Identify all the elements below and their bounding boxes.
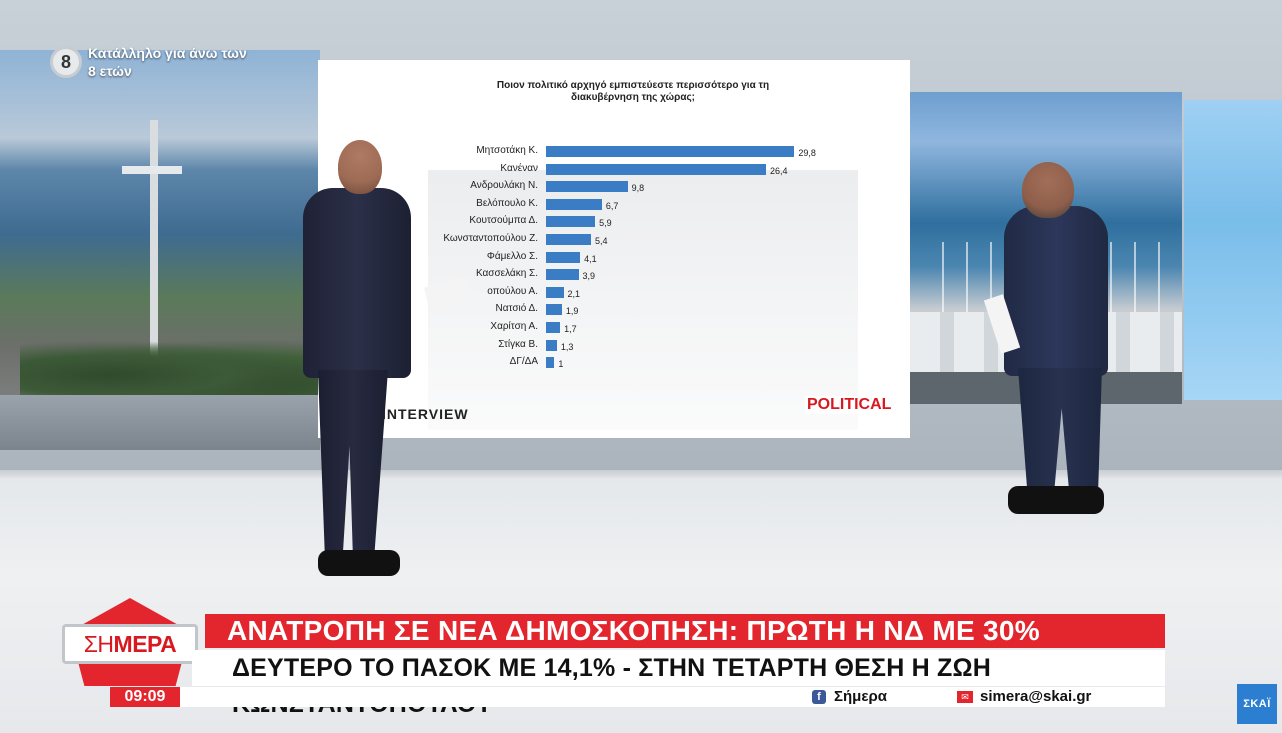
video-panel-harbor-left: [0, 50, 320, 450]
info-bar: [110, 687, 1165, 707]
bar-label: Βελόπουλο Κ.: [476, 197, 538, 209]
bar-label: Κωνσταντοπούλου Ζ.: [443, 233, 538, 244]
show-logo-text: ΣΗΜΕΡΑ: [62, 624, 198, 664]
bar-value-label: 5,4: [595, 236, 608, 246]
bar: [546, 181, 628, 193]
bar: [546, 234, 591, 245]
bar-label: ΔΓ/ΔΑ: [509, 356, 538, 368]
channel-logo: ΣΚΑΪ: [1237, 684, 1277, 724]
bar: [546, 198, 602, 210]
bar: [546, 269, 579, 281]
presenter-right-shoes: [1008, 486, 1104, 514]
chart-background-building: [428, 170, 858, 430]
bar-value-label: 29,8: [798, 148, 816, 158]
show-logo: ΣΗΜΕΡΑ: [62, 598, 198, 686]
bar-value-label: 9,8: [631, 183, 645, 194]
bar: [546, 304, 562, 316]
clock: 09:09: [110, 687, 180, 707]
presenter-right-head: [1022, 162, 1074, 218]
video-panel-chart: [318, 60, 910, 438]
light-pole: [150, 120, 158, 450]
age-rating-text: Κατάλληλο για άνω των 8 ετών: [88, 45, 247, 79]
bar: [546, 339, 557, 351]
bar-value-label: 4,1: [584, 253, 597, 264]
port-area: [0, 395, 320, 450]
news-subline: ΔΕΥΤΕΡΟ ΤΟ ΠΑΣΟΚ ΜΕ 14,1% - ΣΤΗΝ ΤΕΤΑΡΤΗ…: [192, 650, 1165, 718]
bar-label: Μητσοτάκη Κ.: [476, 145, 538, 156]
show-logo-part-1: ΣΗ: [83, 631, 114, 657]
bar-label: Κανέναν: [500, 162, 538, 174]
bar-value-label: 3,9: [582, 271, 596, 282]
video-panel-edge: [1184, 100, 1282, 400]
bar-value-label: 1: [558, 359, 564, 370]
bar-value-label: 2,1: [567, 288, 581, 299]
presenter-right-body: [1004, 206, 1108, 376]
bar-label: Φάμελλο Σ.: [486, 250, 538, 262]
news-headline: ΑΝΑΤΡΟΠΗ ΣΕ ΝΕΑ ΔΗΜΟΣΚΟΠΗΣΗ: ΠΡΩΤΗ Η ΝΔ …: [205, 614, 1165, 648]
bar-label: Νατσιό Δ.: [495, 303, 538, 315]
email-icon: ✉: [957, 691, 973, 703]
bar-value-label: 5,9: [599, 218, 612, 229]
bar-value-label: 26,4: [770, 165, 788, 176]
bar-label: Κουτσούμπα Δ.: [469, 215, 538, 227]
bar-label: Κασσελάκη Σ.: [475, 268, 538, 280]
bar: [546, 163, 766, 175]
presenter-left-shoes: [318, 550, 400, 576]
bar: [546, 322, 561, 333]
political-logo: POLITICAL: [805, 396, 894, 414]
facebook-icon: f: [812, 690, 826, 704]
age-rating-icon: 8: [50, 46, 82, 78]
bar: [546, 146, 795, 157]
interview-logo: INTERVIEW: [382, 406, 469, 422]
show-logo-part-2: ΜΕΡΑ: [113, 631, 177, 657]
poll-bar-chart: Ποιον πολιτικό αρχηγό εμπιστεύεστε περισ…: [318, 60, 910, 438]
bar: [546, 286, 564, 298]
lower-third: ΣΗΜΕΡΑ ΑΝΑΤΡΟΠΗ ΣΕ ΝΕΑ ΔΗΜΟΣΚΟΠΗΣΗ: ΠΡΩΤ…: [0, 590, 1282, 733]
bar: [546, 251, 581, 263]
chart-title: Ποιον πολιτικό αρχηγό εμπιστεύεστε περισ…: [496, 80, 770, 103]
presenter-left-body: [303, 188, 411, 378]
bar-value-label: 6,7: [605, 200, 619, 211]
bar-label: Χαρίτση Α.: [490, 321, 538, 332]
bar: [546, 216, 596, 228]
bar-value-label: 1,9: [565, 306, 579, 317]
email-address: simera@skai.gr: [980, 688, 1092, 705]
bar-label: Ανδρουλάκη Ν.: [470, 180, 538, 192]
bar: [546, 357, 555, 369]
bar-label: Στίγκα Β.: [498, 338, 538, 350]
bar-label: οπούλου Α.: [487, 285, 538, 297]
presenter-left-head: [338, 140, 382, 194]
floor-seam: [0, 470, 1282, 478]
facebook-handle: Σήμερα: [834, 688, 887, 705]
bar-value-label: 1,3: [560, 341, 574, 352]
bar-value-label: 1,7: [564, 324, 577, 334]
light-pole-head: [122, 166, 182, 174]
